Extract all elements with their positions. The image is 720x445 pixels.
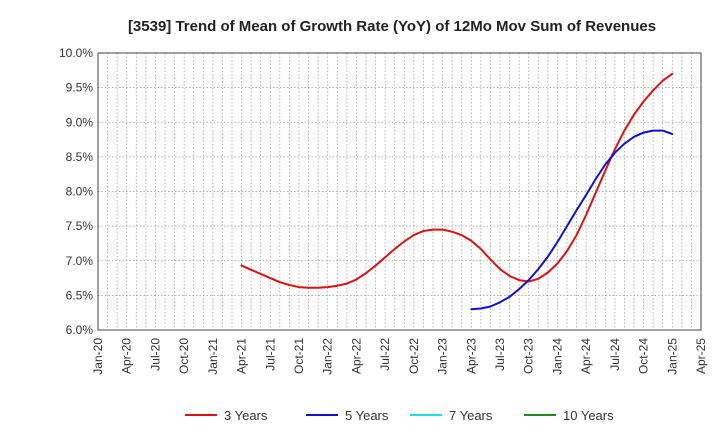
x-tick-label: Jul-22 — [378, 338, 392, 371]
legend-label-10-years: 10 Years — [563, 408, 614, 423]
x-tick-label: Oct-23 — [522, 338, 536, 374]
x-tick-label: Oct-21 — [292, 338, 306, 374]
x-tick-label: Jan-20 — [91, 338, 105, 375]
x-tick-label: Jan-22 — [321, 338, 335, 375]
x-tick-label: Jul-24 — [608, 338, 622, 371]
x-tick-label: Apr-24 — [579, 338, 593, 374]
legend-label-5-years: 5 Years — [345, 408, 389, 423]
y-tick-label: 7.0% — [66, 254, 94, 268]
x-tick-label: Apr-22 — [349, 338, 363, 374]
series-line-3-years — [240, 72, 674, 289]
y-tick-label: 8.5% — [66, 150, 94, 164]
grid — [98, 53, 701, 330]
y-tick-label: 10.0% — [59, 46, 93, 60]
x-tick-label: Jul-21 — [263, 338, 277, 371]
x-tick-label: Oct-22 — [407, 338, 421, 374]
y-tick-label: 7.5% — [66, 219, 94, 233]
y-tick-label: 6.5% — [66, 288, 94, 302]
legend[interactable]: 3 Years 5 Years 7 Years 10 Years — [185, 408, 614, 423]
x-tick-label: Apr-25 — [694, 338, 708, 374]
x-tick-label: Jan-25 — [665, 338, 679, 375]
x-tick-label: Jul-20 — [148, 338, 162, 371]
y-tick-label: 8.0% — [66, 185, 94, 199]
plot-area — [97, 52, 702, 331]
x-tick-label: Apr-20 — [120, 338, 134, 374]
legend-label-7-years: 7 Years — [449, 408, 493, 423]
y-tick-label: 6.0% — [66, 323, 94, 337]
series-line-5-years — [470, 129, 674, 311]
x-tick-label: Apr-23 — [464, 338, 478, 374]
x-tick-label: Jan-21 — [206, 338, 220, 375]
y-axis: 6.0% 6.5% 7.0% 7.5% 8.0% 8.5% 9.0% 9.5% 10.0% — [59, 46, 93, 337]
x-tick-label: Apr-21 — [235, 338, 249, 374]
x-axis: Jan-20 Apr-20 Jul-20 Oct-20 Jan-21 Apr-21 Jul-… — [91, 338, 708, 375]
x-tick-label: Jan-24 — [550, 338, 564, 375]
x-tick-label: Oct-20 — [177, 338, 191, 374]
series-group — [240, 72, 674, 311]
legend-label-3-years: 3 Years — [224, 408, 268, 423]
chart-title: [3539] Trend of Mean of Growth Rate (YoY… — [128, 18, 656, 35]
x-tick-label: Jul-23 — [493, 338, 507, 371]
x-tick-label: Oct-24 — [637, 338, 651, 374]
y-tick-label: 9.5% — [66, 81, 94, 95]
y-tick-label: 9.0% — [66, 115, 94, 129]
x-tick-label: Jan-23 — [436, 338, 450, 375]
